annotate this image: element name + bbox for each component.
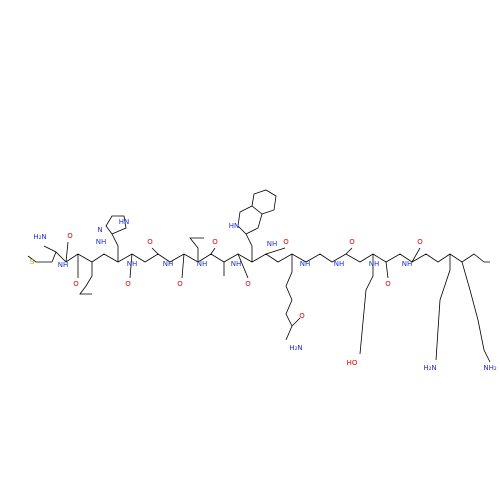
- atom-label: H₂N: [33, 233, 46, 241]
- lys-side-chain: [435, 254, 451, 361]
- atom-label: NH: [267, 240, 278, 248]
- atom-label: O: [212, 238, 218, 246]
- val-side-chain: [189, 237, 204, 262]
- trp-side-chain: [237, 205, 263, 262]
- atom-label: NH: [58, 261, 69, 269]
- atom-label: O: [245, 280, 251, 288]
- atom-label: NH₂: [483, 364, 497, 372]
- atom-labels: H₂N O S NH O NH N HN O NH O NH O NH O NH…: [30, 218, 497, 372]
- atom-label: O: [125, 280, 131, 288]
- ser-side-chain: [359, 254, 374, 355]
- atom-label: NH: [402, 260, 413, 268]
- atom-label: NH: [197, 260, 208, 268]
- atom-label: NH: [163, 260, 174, 268]
- his-side-chain: [105, 215, 127, 262]
- atom-label: NH: [231, 260, 242, 268]
- atom-label: NH: [334, 260, 345, 268]
- atom-label: NH: [369, 260, 380, 268]
- carbonyls: [65, 241, 421, 327]
- atom-label: O: [177, 280, 183, 288]
- atom-label: O: [349, 238, 355, 246]
- atom-label: O: [385, 280, 391, 288]
- atom-label: HN: [119, 218, 130, 226]
- atom-label: O: [283, 238, 289, 246]
- atom-label: HN: [229, 222, 240, 230]
- atom-label: N: [97, 226, 102, 234]
- backbone: [43, 245, 490, 263]
- atom-label: O: [417, 238, 423, 246]
- atom-label: H₂N: [423, 364, 436, 372]
- atom-label: NH: [127, 260, 138, 268]
- leu-side-chain: [79, 262, 93, 295]
- gln-side-chain: [285, 254, 293, 341]
- atom-label: NH: [96, 238, 107, 246]
- atom-label: S: [30, 258, 35, 266]
- trp-benzene: [251, 189, 277, 215]
- atom-label: HO: [347, 359, 358, 367]
- atom-label: O: [67, 232, 73, 240]
- atom-label: O: [299, 312, 305, 320]
- atom-label: O: [73, 280, 79, 288]
- met-side-chain: [27, 251, 57, 263]
- atom-label: H₂N: [289, 344, 302, 352]
- bonds: [27, 189, 491, 363]
- lys-chain: [461, 261, 491, 363]
- atom-label: NH: [300, 260, 311, 268]
- atom-label: O: [147, 238, 153, 246]
